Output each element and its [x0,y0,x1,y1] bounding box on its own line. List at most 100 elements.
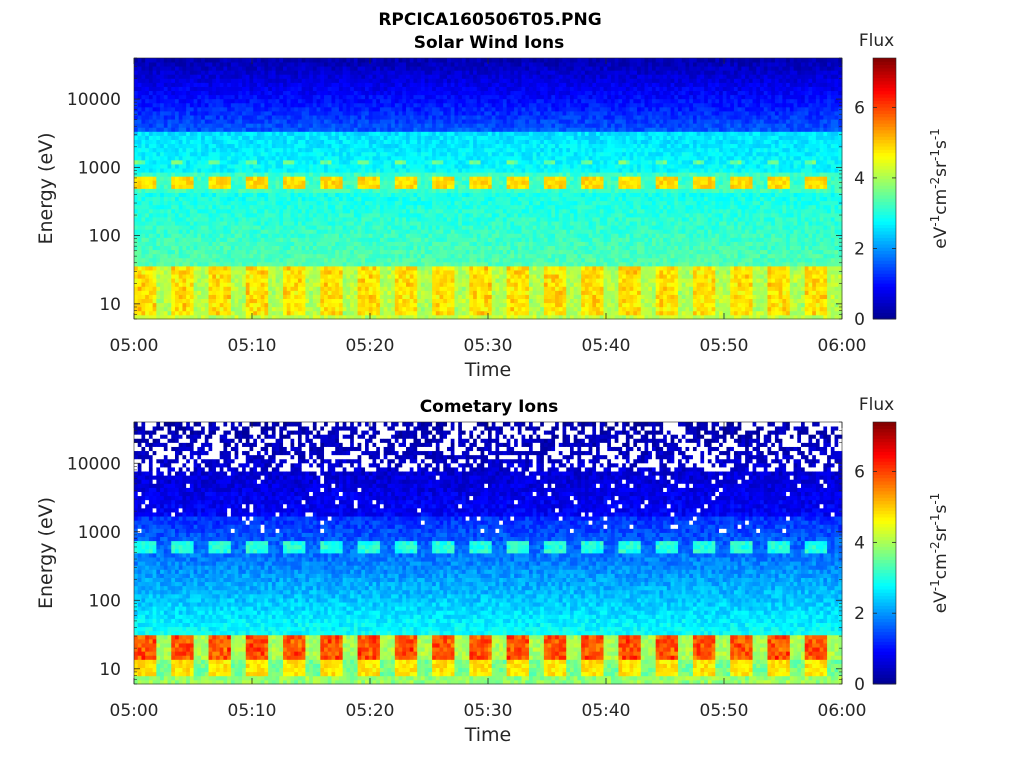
heatmap-cell [413,209,417,213]
heatmap-cell [324,58,328,62]
heatmap-cell [291,225,295,229]
heatmap-cell [279,62,283,66]
heatmap-cell [343,160,347,164]
heatmap-cell [380,237,384,241]
heatmap-cell [380,246,384,250]
heatmap-cell [194,78,198,82]
heatmap-cell [406,311,410,315]
heatmap-cell [194,201,198,205]
heatmap-cell [264,58,268,62]
heatmap-cell [194,144,198,148]
heatmap-cell [264,213,268,217]
heatmap-cell [168,176,172,180]
heatmap-cell [358,193,362,197]
heatmap-cell [406,156,410,160]
heatmap-cell [253,176,257,180]
heatmap-cell [209,193,213,197]
heatmap-cell [197,286,201,290]
heatmap-cell [387,82,391,86]
heatmap-cell [387,205,391,209]
heatmap-cell [179,156,183,160]
heatmap-cell [406,290,410,294]
heatmap-cell [380,254,384,258]
heatmap-cell [402,160,406,164]
heatmap-cell [261,217,265,221]
heatmap-cell [365,233,369,237]
heatmap-cell [156,176,160,180]
heatmap-cell [197,123,201,127]
heatmap-cell [399,87,403,91]
heatmap-cell [395,266,399,270]
heatmap-cell [313,205,317,209]
heatmap-cell [268,99,272,103]
heatmap-cell [209,258,213,262]
heatmap-cell [179,103,183,107]
heatmap-cell [317,258,321,262]
heatmap-cell [358,270,362,274]
heatmap-cell [175,66,179,70]
heatmap-cell [421,156,425,160]
heatmap-cell [324,172,328,176]
heatmap-cell [171,70,175,74]
heatmap-cell [257,278,261,282]
heatmap-cell [328,229,332,233]
heatmap-cell [216,262,220,266]
heatmap-cell [387,213,391,217]
heatmap-cell [253,164,257,168]
heatmap-cell [369,229,373,233]
heatmap-cell [395,152,399,156]
heatmap-cell [175,299,179,303]
heatmap-cell [324,299,328,303]
heatmap-cell [227,307,231,311]
heatmap-cell [235,91,239,95]
heatmap-cell [227,58,231,62]
heatmap-cell [153,74,157,78]
heatmap-cell [145,144,149,148]
heatmap-cell [313,295,317,299]
heatmap-cell [406,82,410,86]
heatmap-cell [141,66,145,70]
heatmap-cell [346,274,350,278]
heatmap-cell [376,152,380,156]
heatmap-cell [220,176,224,180]
heatmap-cell [220,217,224,221]
heatmap-cell [294,209,298,213]
heatmap-cell [164,307,168,311]
heatmap-cell [231,254,235,258]
heatmap-cell [402,237,406,241]
heatmap-cell [261,282,265,286]
heatmap-cell [399,311,403,315]
heatmap-cell [328,176,332,180]
heatmap-cell [287,152,291,156]
heatmap-cell [197,246,201,250]
heatmap-cell [328,250,332,254]
heatmap-cell [402,250,406,254]
heatmap-cell [354,201,358,205]
heatmap-cell [279,278,283,282]
heatmap-cell [264,295,268,299]
heatmap-cell [235,286,239,290]
heatmap-cell [343,217,347,221]
heatmap-cell [369,286,373,290]
heatmap-cell [421,205,425,209]
heatmap-cell [160,160,164,164]
heatmap-cell [194,148,198,152]
heatmap-cell [138,66,142,70]
heatmap-cell [238,290,242,294]
heatmap-cell [376,266,380,270]
heatmap-cell [413,87,417,91]
heatmap-cell [372,103,376,107]
heatmap-cell [205,58,209,62]
heatmap-cell [365,250,369,254]
heatmap-cell [182,70,186,74]
heatmap-cell [402,148,406,152]
heatmap-cell [175,131,179,135]
heatmap-cell [339,176,343,180]
heatmap-cell [253,95,257,99]
heatmap-cell [205,78,209,82]
heatmap-cell [320,209,324,213]
heatmap-cell [346,262,350,266]
heatmap-cell [369,201,373,205]
heatmap-cell [242,119,246,123]
heatmap-cell [227,290,231,294]
